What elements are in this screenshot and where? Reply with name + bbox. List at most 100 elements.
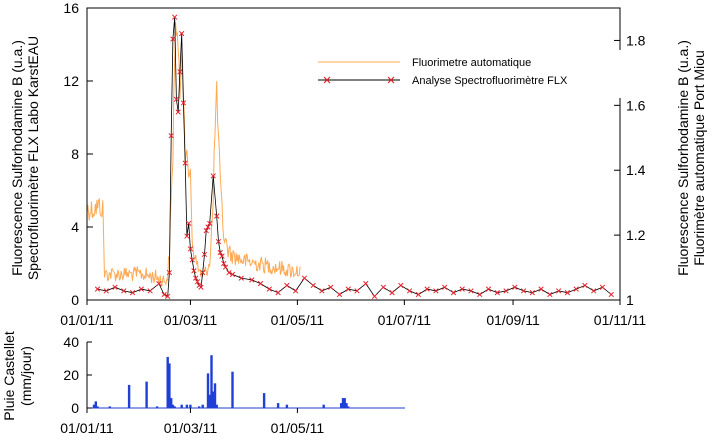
flx-point: [205, 224, 211, 230]
flx-point: [266, 286, 272, 292]
flx-point: [222, 264, 229, 270]
flx-point: [608, 291, 614, 298]
flx-point: [582, 282, 588, 289]
rain-bar: [166, 356, 169, 408]
left-axis-title-line1: Fluorescence Sulforhodamine B (u.a.): [9, 40, 25, 276]
flx-point: [166, 269, 173, 276]
flx-point: [182, 160, 188, 166]
flx-point: [161, 291, 167, 298]
flx-point: [121, 288, 127, 294]
flx-point: [173, 96, 180, 102]
rain-bar: [212, 391, 215, 408]
right-axis-title-line2: Fluorimètre automatique Port Miou: [691, 50, 707, 266]
bottom-axes: 01/01/11 01/03/11 01/05/11 0 20 40: [60, 334, 324, 436]
flx-point: [214, 213, 220, 219]
rain-bar: [213, 383, 217, 408]
left-axis-title-line2: Spectrofluorimètre FLX Labo KarstEAU: [25, 36, 41, 280]
flx-point: [512, 284, 518, 290]
flx-point: [129, 290, 136, 296]
flx-point: [345, 286, 351, 292]
left-y-tick-label: 0: [71, 292, 79, 308]
rain-bar: [262, 393, 266, 408]
flx-point: [94, 286, 101, 292]
right-y-tick-label: 1: [626, 292, 634, 308]
flx-point: [194, 279, 201, 285]
flx-point: [138, 286, 145, 292]
left-y-tick-label: 4: [71, 219, 79, 235]
bottom-axis-title-line2: (mm/jour): [18, 346, 34, 406]
flx-point: [520, 288, 527, 294]
rain-bar: [189, 404, 192, 408]
rain-bar: [231, 371, 234, 408]
flx-point: [172, 14, 178, 20]
flx-point: [175, 109, 181, 115]
flx-point: [168, 133, 174, 139]
flx-point: [201, 251, 208, 258]
right-y-tick-label: 1.6: [626, 97, 646, 113]
flx-point: [424, 286, 430, 292]
legend-swatch-flx-marker: [323, 76, 395, 84]
flx-point: [371, 293, 378, 300]
right-axis-title: Fluorescence Sulforhodamine B (u.a.) Flu…: [675, 40, 707, 276]
flx-point: [184, 233, 190, 239]
rain-bar: [206, 373, 210, 408]
bottom-x-tick-label: 01/05/11: [271, 420, 325, 436]
rain-bar: [345, 403, 348, 408]
flx-point: [170, 36, 176, 42]
flx-point: [485, 286, 492, 292]
flx-point: [193, 275, 199, 281]
rain-bar: [322, 404, 325, 408]
bottom-y-tick-label: 40: [63, 334, 79, 350]
flx-point: [207, 220, 213, 227]
flx-point: [433, 288, 439, 294]
flx-point: [310, 282, 316, 289]
flx-point: [415, 291, 422, 298]
flx-point: [249, 277, 255, 283]
top-x-tick-label: 01/11/11: [594, 312, 647, 328]
flx-point: [555, 288, 562, 294]
rain-bar: [168, 363, 171, 408]
flx-point: [477, 291, 483, 298]
top-panel: 01/01/11 01/03/11 01/05/11 01/07/11 01/09/11…: [9, 0, 707, 328]
rain-bar: [180, 404, 183, 408]
flx-point: [547, 291, 553, 298]
rain-bar: [173, 406, 176, 408]
flx-point: [564, 290, 571, 296]
flx-point: [284, 282, 290, 289]
top-x-tick-label: 01/01/11: [60, 312, 114, 328]
flx-point: [538, 286, 544, 292]
flx-point: [406, 288, 413, 294]
flx-point: [319, 288, 325, 294]
flx-point: [468, 288, 474, 294]
flx-point: [275, 290, 281, 296]
top-plot-clip-group: [87, 14, 614, 300]
flx-point: [226, 269, 232, 276]
flx-point: [191, 268, 197, 274]
rain-bar: [170, 398, 173, 408]
right-axis-title-line1: Fluorescence Sulforhodamine B (u.a.): [675, 40, 691, 276]
flx-point: [103, 288, 109, 294]
rain-bar: [145, 381, 148, 408]
left-y-tick-label: 12: [63, 73, 79, 89]
flx-point: [200, 269, 206, 276]
flx-point: [187, 246, 194, 252]
rain-bar: [208, 394, 211, 408]
flx-point: [219, 253, 225, 259]
bottom-panel: 01/01/11 01/03/11 01/05/11 0 20 40 Pluie Cast…: [1, 331, 405, 436]
bottom-x-tick-label: 01/03/11: [164, 420, 218, 436]
top-x-tick-label: 01/03/11: [164, 312, 218, 328]
rain-bar: [215, 404, 218, 408]
flx-point: [301, 275, 308, 281]
right-y-tick-label: 1.8: [626, 32, 646, 48]
flx-point: [459, 286, 465, 292]
flx-point: [380, 284, 386, 290]
flx-point: [215, 238, 222, 245]
legend-background: [300, 50, 630, 98]
flx-point: [238, 275, 244, 281]
top-x-tick-label: 01/07/11: [378, 312, 432, 328]
bottom-x-tick-label: 01/01/11: [60, 420, 114, 436]
legend-label-flx: Analyse Spectrofluorimètre FLX: [412, 75, 568, 87]
flx-point: [229, 271, 236, 278]
flx-point: [398, 282, 404, 289]
